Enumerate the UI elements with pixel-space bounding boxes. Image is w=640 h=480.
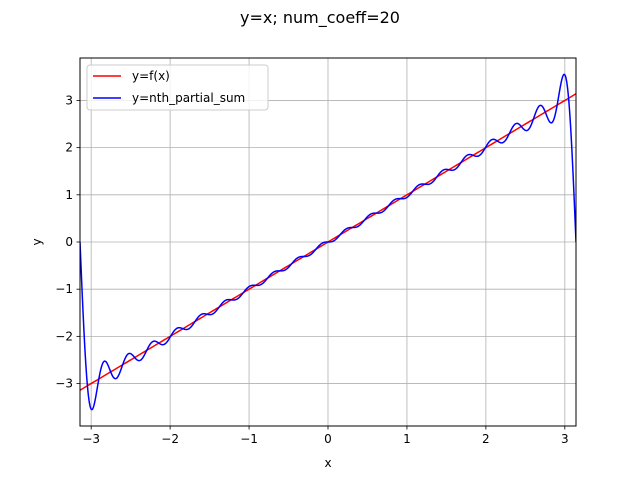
- x-axis-label: x: [324, 456, 331, 470]
- legend-box: [86, 64, 269, 111]
- x-tick-label: 0: [324, 432, 332, 446]
- series-line-partial-sum: [80, 73, 576, 411]
- legend: y=f(x) y=nth_partial_sum: [86, 64, 269, 111]
- y-tick-label: −1: [55, 282, 73, 296]
- y-tick-label: 3: [65, 93, 73, 107]
- y-tick-label: −2: [55, 329, 73, 343]
- chart-title: y=x; num_coeff=20: [240, 8, 400, 28]
- y-tick-label: −3: [55, 377, 73, 391]
- legend-label: y=nth_partial_sum: [132, 91, 245, 105]
- y-axis-label: y: [30, 238, 44, 245]
- x-tick-label: 2: [482, 432, 490, 446]
- x-tick-label: −3: [82, 432, 100, 446]
- ticks: −3 −2 −1 0 1 2 3 −3 −2 −1 0 1 2 3: [55, 93, 568, 446]
- grid: [80, 58, 576, 426]
- x-tick-label: −1: [240, 432, 258, 446]
- legend-label: y=f(x): [132, 69, 170, 83]
- x-tick-label: 3: [561, 432, 569, 446]
- y-tick-label: 2: [65, 141, 73, 155]
- x-tick-label: 1: [403, 432, 411, 446]
- y-tick-label: 1: [65, 188, 73, 202]
- y-tick-label: 0: [65, 235, 73, 249]
- x-tick-label: −2: [161, 432, 179, 446]
- plot-lines: [80, 73, 576, 411]
